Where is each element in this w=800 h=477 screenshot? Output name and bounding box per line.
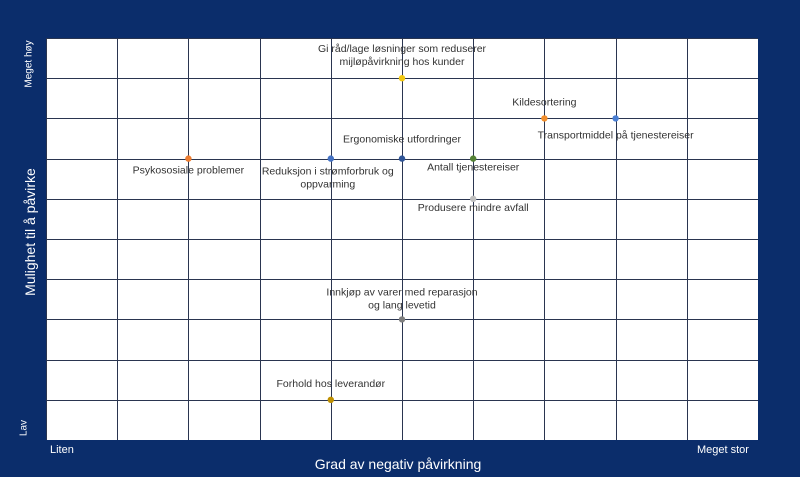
plot-area: Gi råd/lage løsninger som reduserer mijlø… [46,38,759,441]
data-label: Reduksjon i strømforbruk og oppvarming [262,166,394,191]
data-point [398,75,406,82]
data-label: Innkjøp av varer med reparasjon og lang l… [326,286,477,311]
data-label: Kildesortering [512,96,576,108]
data-point [185,155,192,162]
data-label: Transportmiddel på tjenestereiser [538,129,695,141]
data-point [398,316,406,323]
data-point [327,396,334,403]
data-point [327,155,334,162]
data-point [470,195,477,202]
data-label: Psykososiale problemer [133,165,245,177]
x-axis-label: Grad av negativ påvirkning [314,456,482,472]
x-high-label: Meget stor [697,444,749,456]
data-label: Ergonomiske utfordringer [343,134,461,146]
data-point [398,155,406,162]
y-high-label: Meget høy [23,40,35,88]
y-axis-label: Mulighet til å påvirke [22,168,38,296]
x-low-label: Liten [50,444,74,456]
data-point [470,155,477,162]
data-label: Forhold hos leverandør [277,378,386,390]
data-points [185,75,619,403]
y-low-label: Lav [18,419,30,437]
point-labels: Gi råd/lage løsninger som reduserer mijlø… [133,43,694,390]
data-label: Produsere mindre avfall [418,202,529,214]
data-label: Antall tjenestereiser [427,162,520,174]
data-point [541,115,548,122]
data-point [612,115,619,122]
data-label: Gi råd/lage løsninger som reduserer mijlø… [318,43,487,68]
grid [46,38,759,441]
chart-plot: Gi råd/lage løsninger som reduserer mijlø… [46,38,759,441]
